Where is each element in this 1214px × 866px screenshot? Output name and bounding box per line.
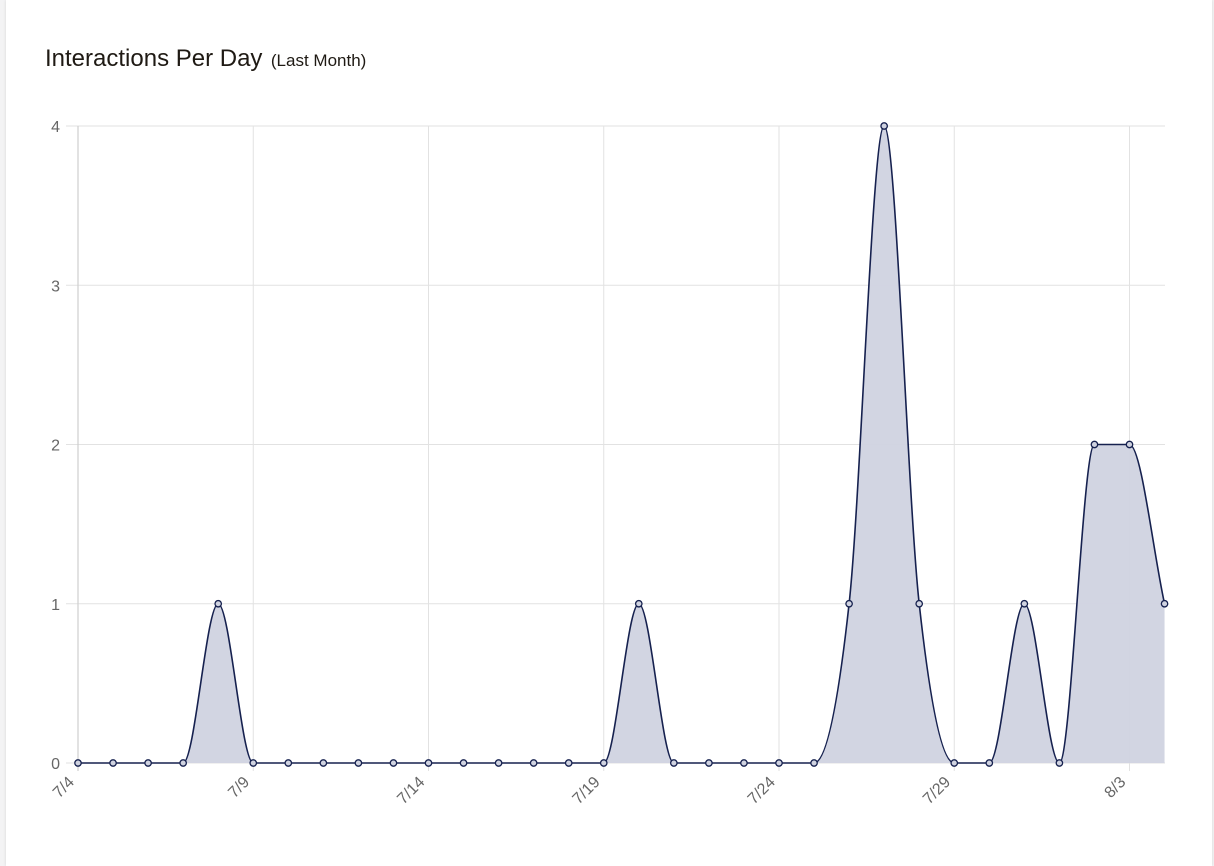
data-point xyxy=(284,759,293,767)
x-tick-label: 7/9 xyxy=(225,774,253,802)
data-point xyxy=(214,599,223,608)
data-point xyxy=(599,759,608,767)
data-point xyxy=(74,759,82,767)
y-tick-label: 4 xyxy=(51,119,60,136)
y-tick-label: 2 xyxy=(51,438,60,455)
y-tick-label: 0 xyxy=(51,756,60,773)
data-point xyxy=(424,759,433,767)
x-tick-label: 7/4 xyxy=(50,774,78,802)
x-tick-label: 7/29 xyxy=(920,774,954,808)
data-point xyxy=(950,759,959,767)
data-point xyxy=(494,759,503,767)
data-point xyxy=(775,759,783,767)
grid-layer xyxy=(66,125,1165,771)
data-point xyxy=(915,599,924,608)
data-point xyxy=(179,759,187,767)
data-point xyxy=(389,759,398,767)
series-area-fill xyxy=(78,126,1165,763)
data-point xyxy=(634,599,643,608)
x-tick-label: 8/3 xyxy=(1102,774,1130,802)
x-tick-label: 7/24 xyxy=(745,774,779,808)
data-point xyxy=(740,759,748,767)
data-point xyxy=(564,759,573,767)
data-point xyxy=(1125,440,1134,449)
y-tick-label: 3 xyxy=(51,278,60,295)
data-point xyxy=(354,759,363,767)
data-point xyxy=(810,759,818,767)
data-point xyxy=(845,599,853,608)
chart-title: Interactions Per Day xyxy=(45,45,263,72)
data-point xyxy=(669,759,678,767)
x-tick-label: 7/19 xyxy=(570,774,604,808)
data-point xyxy=(1055,759,1064,767)
data-point xyxy=(144,759,152,767)
data-point xyxy=(705,759,713,767)
data-point xyxy=(1020,599,1029,608)
data-point xyxy=(985,759,994,767)
data-point xyxy=(1090,440,1099,449)
data-point xyxy=(1160,599,1169,608)
data-point xyxy=(459,759,468,767)
data-point xyxy=(880,122,889,130)
data-point xyxy=(529,759,538,767)
x-tick-label: 7/14 xyxy=(394,774,428,808)
chart-subtitle: (Last Month) xyxy=(270,51,367,70)
chart-header: Interactions Per Day (Last Month) xyxy=(45,45,366,73)
points-layer xyxy=(74,122,1169,767)
data-point xyxy=(109,759,117,767)
y-tick-label: 1 xyxy=(51,597,60,614)
data-point xyxy=(319,759,328,767)
data-point xyxy=(249,759,258,767)
